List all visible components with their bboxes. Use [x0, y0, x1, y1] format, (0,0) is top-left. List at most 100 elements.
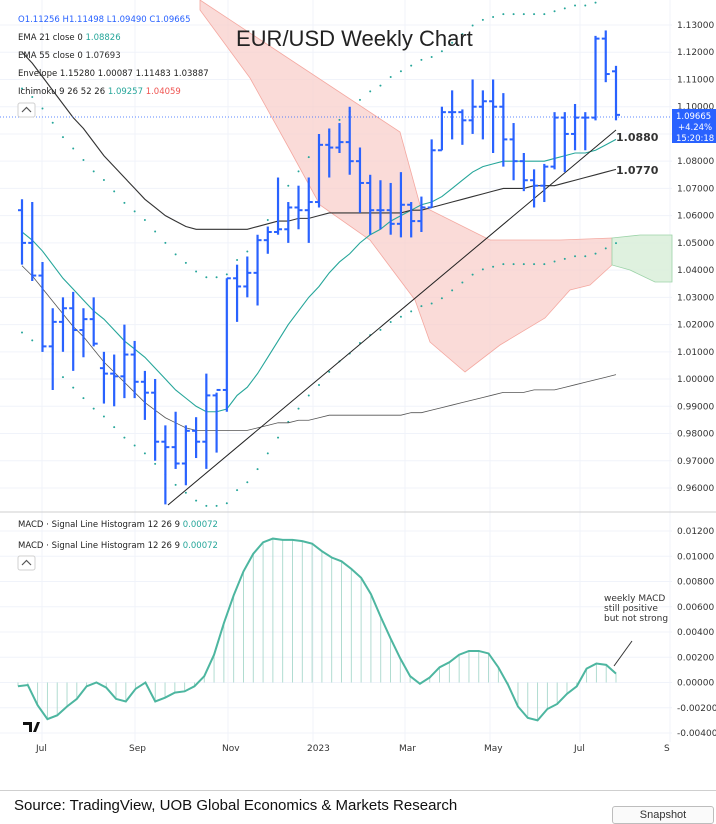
ohlc-bar [366, 174, 375, 235]
ohlc-bar [355, 147, 364, 213]
chevron-up-icon [21, 106, 32, 113]
envelope-lower-dot [574, 255, 577, 258]
time-tick-label: Jul [573, 744, 585, 754]
envelope-lower-dot [102, 415, 105, 418]
price-tick-label: 0.98000 [677, 430, 714, 440]
ohlc-bar [601, 30, 610, 83]
ohlc-bar [468, 79, 477, 134]
time-tick-label: May [484, 744, 503, 754]
envelope-lower-dot [236, 489, 239, 492]
ohlc-bar [253, 234, 262, 306]
legend-macd-1: MACD · Signal Line Histogram 12 26 9 0.0… [18, 520, 218, 530]
ohlc-bar [202, 373, 211, 469]
ohlc-bar [437, 106, 446, 152]
legend-collapse-button[interactable] [17, 102, 36, 118]
envelope-lower-dot [430, 302, 433, 305]
envelope-upper-dot [410, 64, 413, 67]
time-tick-label: Nov [222, 744, 240, 754]
annotation-line-2: still positive [604, 604, 658, 614]
ohlc-bar [427, 139, 436, 209]
envelope-upper-dot [72, 147, 75, 150]
price-tick-label: 1.00000 [677, 375, 714, 385]
macd-collapse-button[interactable] [17, 555, 36, 571]
time-tick-label: Sep [129, 744, 146, 754]
envelope-lower-dot [461, 281, 464, 284]
envelope-upper-dot [307, 156, 310, 159]
envelope-upper-dot [31, 96, 34, 99]
envelope-lower-dot [266, 452, 269, 455]
ohlc-bar [499, 93, 508, 167]
price-axis: 1.130001.120001.110001.100001.090001.080… [677, 21, 714, 494]
ohlc-bar [79, 308, 88, 358]
envelope-lower-dot [543, 263, 546, 266]
envelope-lower-dot [604, 247, 607, 250]
ohlc-bar [345, 106, 354, 175]
time-tick-label: S [664, 744, 670, 754]
ohlc-bars [18, 30, 620, 505]
ohlc-bar [110, 354, 119, 407]
envelope-upper-dot [471, 24, 474, 27]
legend-ichimoku: Ichimoku 9 26 52 26 1.09257 1.04059 [18, 87, 181, 97]
ohlc-bar [212, 388, 221, 453]
ohlc-bar [591, 35, 600, 121]
envelope-upper-dot [51, 121, 54, 124]
price-tick-label: 1.02000 [677, 321, 714, 331]
macd-tick-label: 0.00800 [677, 578, 714, 588]
time-tick-label: 2023 [307, 744, 330, 754]
ohlc-bar [58, 297, 67, 352]
ohlc-bar [294, 185, 303, 230]
level-label-upper: 1.0880 [616, 131, 659, 144]
envelope-outer-lower-line [21, 265, 617, 431]
envelope-upper-dot [297, 170, 300, 173]
envelope-lower-dot [512, 263, 515, 266]
macd-pane: 0.01200 0.01000 0.00800 0.00600 0.00400 0.002… [0, 520, 716, 739]
ohlc-bar [519, 153, 528, 192]
price-tick-label: 1.13000 [677, 21, 714, 31]
envelope-upper-dot [102, 178, 105, 181]
envelope-upper-dot [164, 241, 167, 244]
price-tag-price: 1.09665 [676, 112, 711, 122]
envelope-upper-dot [21, 87, 23, 90]
envelope-lower-dot [379, 328, 382, 331]
legend-ema55: EMA 55 close 0 1.07693 [18, 51, 121, 61]
legend-macd-2: MACD · Signal Line Histogram 12 26 9 0.0… [18, 541, 218, 551]
ohlc-bar [458, 109, 467, 145]
envelope-lower-dot [615, 242, 617, 245]
envelope-lower-dot [584, 255, 587, 258]
envelope-lower-dot [61, 376, 64, 379]
envelope-lower-dot [72, 386, 75, 389]
ohlc-bar [181, 425, 190, 486]
ohlc-bar [171, 411, 180, 469]
envelope-upper-dot [430, 56, 433, 59]
envelope-upper-dot [594, 1, 597, 4]
envelope-lower-dot [154, 462, 157, 465]
ohlc-bar [99, 351, 108, 404]
envelope-upper-dot [451, 41, 454, 44]
envelope-lower-dot [553, 260, 556, 263]
envelope-upper-dot [215, 276, 218, 279]
envelope-upper-dot [389, 76, 392, 79]
envelope-upper-dot [533, 13, 536, 16]
support-trendline [167, 129, 617, 506]
envelope-lower-dot [502, 263, 505, 266]
tradingview-logo [23, 722, 40, 732]
macd-tick-label: 0.00000 [677, 679, 714, 689]
ichimoku-cloud [199, 0, 673, 373]
ohlc-bar [151, 379, 160, 461]
price-tick-label: 1.11000 [677, 75, 714, 85]
ohlc-bar [571, 103, 580, 151]
envelope-upper-dot [420, 58, 423, 61]
chart-title: EUR/USD Weekly Chart [236, 26, 473, 51]
ohlc-bar [509, 123, 518, 181]
price-tick-label: 1.12000 [677, 48, 714, 58]
snapshot-button[interactable]: Snapshot [612, 806, 714, 824]
envelope-lower-dot [451, 289, 454, 292]
envelope-upper-dot [225, 273, 228, 276]
price-tick-label: 1.04000 [677, 266, 714, 276]
macd-histogram [17, 538, 617, 721]
price-tick-label: 1.03000 [677, 293, 714, 303]
envelope-lower-dot [21, 331, 23, 334]
price-tick-label: 1.05000 [677, 239, 714, 249]
macd-tick-label: -0.00200 [677, 704, 716, 714]
